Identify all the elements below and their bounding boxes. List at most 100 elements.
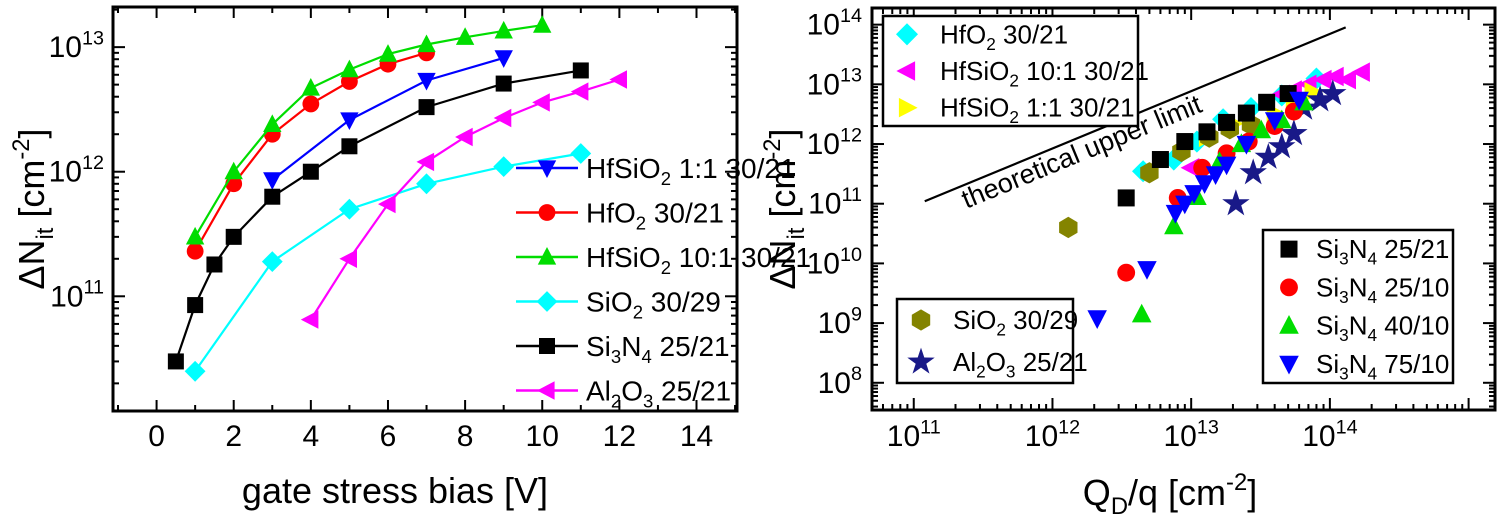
marker-diamond — [570, 143, 592, 164]
series-Al-2-O-3-25-21 — [300, 70, 627, 329]
marker-triangle-up — [417, 34, 436, 53]
svg-text:1012: 1012 — [807, 124, 862, 161]
svg-text:1011: 1011 — [887, 416, 941, 453]
marker-triangle-up — [455, 27, 475, 45]
marker-square — [264, 188, 281, 205]
marker-triangle-down — [1264, 112, 1285, 131]
marker-circle — [186, 242, 204, 260]
svg-text:1013: 1013 — [1163, 416, 1218, 453]
marker-triangle-down — [417, 72, 436, 91]
marker-triangle-left — [493, 108, 512, 128]
marker-triangle-down — [1205, 166, 1226, 185]
marker-diamond — [416, 173, 437, 195]
legend-item: Si3N4 25/21 — [516, 331, 730, 367]
right-axis-titles: QD/q [cm-2] ΔNit [cm-2] — [759, 128, 1257, 520]
svg-text:10: 10 — [526, 420, 559, 453]
marker-triangle-up — [533, 15, 552, 33]
marker-triangle-down — [537, 160, 557, 178]
svg-text:Si3N4 25/21: Si3N4 25/21 — [1316, 234, 1449, 269]
svg-text:Si3N4 40/10: Si3N4 40/10 — [1316, 311, 1449, 346]
svg-text:ΔNit [cm-2]: ΔNit [cm-2] — [8, 128, 59, 289]
marker-circle — [1280, 278, 1298, 297]
marker-square — [495, 75, 512, 92]
left-axis-titles: gate stress bias [V] ΔNit [cm-2] — [8, 128, 548, 511]
marker-triangle-left — [1351, 62, 1370, 82]
svg-text:1012: 1012 — [49, 152, 104, 189]
marker-square — [341, 138, 358, 155]
marker-diamond — [261, 251, 283, 272]
right-axes: 1011 1012 1013 1014 108 109 1010 1011 1012 1013 10… — [807, 5, 1497, 453]
right-chart: 1011 1012 1013 1014 108 109 1010 1011 1012 1013 10… — [759, 5, 1497, 520]
svg-text:14: 14 — [680, 420, 713, 453]
svg-text:109: 109 — [818, 303, 862, 340]
marker-triangle-down — [263, 172, 282, 190]
marker-triangle-up — [1251, 119, 1271, 139]
marker-triangle-up — [537, 247, 557, 265]
marker-triangle-left — [532, 93, 550, 112]
svg-text:108: 108 — [818, 363, 862, 400]
right-series — [1059, 62, 1370, 329]
legend-item: Si3N4 25/21 — [1280, 234, 1449, 269]
marker-circle — [538, 204, 556, 221]
series-HfSiO-2-10-1-30-21 — [185, 15, 552, 245]
svg-text:SiO2 30/29: SiO2 30/29 — [586, 287, 721, 323]
marker-triangle-down — [1289, 91, 1309, 111]
legend-item: HfSiO2 1:1 30/21 — [898, 93, 1135, 127]
marker-triangle-up — [494, 20, 513, 39]
marker-square — [1280, 240, 1298, 258]
series-HfSiO-2-1-1-30-21 — [263, 50, 513, 190]
legend-item: HfSiO2 10:1 30/21 — [516, 242, 811, 278]
svg-text:1013: 1013 — [807, 65, 862, 102]
legend-item: SiO2 30/29 — [911, 305, 1078, 340]
marker-square — [539, 338, 555, 354]
legend-item: SiO2 30/29 — [516, 287, 721, 323]
marker-star — [1239, 158, 1267, 185]
marker-triangle-up — [224, 161, 243, 180]
svg-text:HfSiO2 10:1 30/21: HfSiO2 10:1 30/21 — [586, 242, 811, 278]
marker-square — [167, 353, 184, 370]
marker-triangle-left — [455, 127, 473, 147]
svg-text:Si3N4 75/10: Si3N4 75/10 — [1316, 349, 1449, 384]
marker-square — [206, 256, 223, 273]
series-SiO-2-30-29 — [184, 143, 592, 382]
marker-square — [1151, 151, 1169, 169]
marker-triangle-down — [1087, 310, 1107, 329]
left-legend: HfSiO2 1:1 30/21 HfO2 30/21 HfSiO2 10:1 30… — [516, 153, 811, 412]
svg-text:HfO2 30/21: HfO2 30/21 — [940, 19, 1068, 54]
series-Si-3-N-4-25-21 — [1117, 85, 1297, 207]
marker-hexagon — [911, 309, 931, 331]
svg-text:12: 12 — [603, 420, 636, 453]
marker-square — [1218, 113, 1236, 131]
legend-item: Al2O3 25/21 — [907, 347, 1088, 382]
svg-text:HfSiO2 10:1 30/21: HfSiO2 10:1 30/21 — [940, 56, 1149, 91]
marker-hexagon — [1059, 216, 1078, 239]
marker-triangle-up — [263, 114, 282, 132]
marker-triangle-down — [340, 112, 359, 130]
marker-diamond — [536, 291, 558, 312]
marker-triangle-down — [1194, 175, 1215, 194]
svg-text:HfSiO2 1:1 30/21: HfSiO2 1:1 30/21 — [586, 153, 796, 189]
marker-triangle-down — [494, 50, 513, 68]
marker-triangle-left — [1180, 158, 1200, 178]
marker-triangle-down — [1175, 195, 1195, 215]
marker-diamond — [184, 360, 206, 382]
series-Si-3-N-4-75-10 — [1087, 91, 1309, 329]
marker-diamond — [493, 156, 515, 177]
marker-triangle-left — [609, 70, 627, 89]
svg-text:1014: 1014 — [1302, 416, 1357, 453]
marker-star — [1306, 85, 1334, 112]
marker-triangle-up — [1131, 303, 1152, 323]
marker-square — [1176, 133, 1194, 151]
svg-text:ΔNit [cm-2]: ΔNit [cm-2] — [759, 128, 810, 289]
marker-triangle-left — [300, 310, 319, 329]
marker-triangle-left — [570, 82, 589, 101]
svg-text:QD/q [cm-2]: QD/q [cm-2] — [1083, 469, 1257, 520]
svg-text:6: 6 — [380, 420, 397, 453]
marker-star — [1268, 132, 1296, 159]
svg-text:1010: 1010 — [807, 244, 862, 281]
marker-triangle-right — [898, 97, 918, 118]
